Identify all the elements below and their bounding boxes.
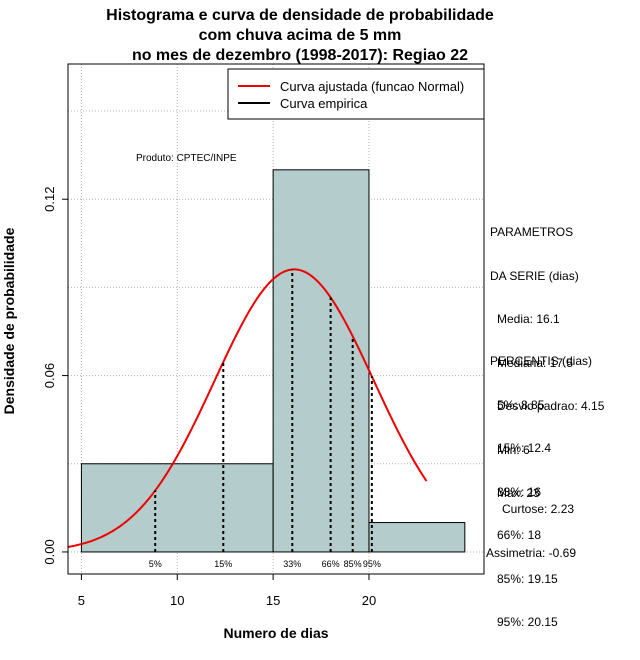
percentil-15: 15%: 12.4 [497,441,552,455]
percentil-5: 5%: 8.85 [497,397,545,412]
x-tick-label: 5 [78,593,85,608]
histogram-bar [272,169,370,553]
param-min: Min: 6 [497,442,530,457]
histogram-bar [80,463,274,553]
percentil-33: 33%: 16 [497,484,542,499]
y-axis-label: Densidade de probabilidade [1,227,17,414]
parametros-heading-1: PARAMETROS [490,225,574,239]
param-mediana: Mediana: 17.5 [497,355,574,370]
fitted-curve-layer [67,268,428,548]
y-tick-label: 0.06 [42,363,57,388]
title-line-1: Histograma e curva de densidade de proba… [106,7,494,24]
percentil-95: 95%: 20.15 [497,615,558,629]
percentile-label: 66% [322,559,340,569]
fitted-normal-curve [67,268,428,548]
legend-fitted-label: Curva ajustada (funcao Normal) [280,79,464,94]
chart-title: Histograma e curva de densidade de proba… [40,6,560,66]
title-line-3: no mes de dezembro (1998-2017): Regiao 2… [131,47,469,64]
param-desvio: Desvio padrao: 4.15 [497,399,605,413]
percentil-85: 85%: 19.15 [497,571,558,586]
plot-frame [67,63,485,575]
percentis-heading: PERCENTIS (dias) [490,354,593,368]
histogram-bars [80,169,466,553]
curtose-value: Curtose: 2.23 [502,502,575,516]
legend-box [227,68,485,120]
param-max: Max: 23 [497,486,540,500]
x-axis-label: Numero de dias [223,625,328,641]
percentile-label: 5% [149,559,162,569]
percentil-66: 66%: 18 [497,528,542,542]
histogram-bar [368,522,466,553]
y-tick-label: 0.00 [42,539,57,564]
percentis-panel: PERCENTIS (dias) 5%: 8.85 15%: 12.4 33%:… [490,325,592,644]
y-tick-label: 0.12 [42,187,57,212]
x-tick-label: 20 [362,593,376,608]
percentile-lines: 5% 15% 33% 66% 85% 95% [149,269,381,569]
percentile-label: 85% [344,559,362,569]
param-media: Media: 16.1 [497,312,560,326]
percentile-label: 33% [283,559,301,569]
parametros-panel: PARAMETROS DA SERIE (dias) Media: 16.1 M… [490,196,604,515]
x-tick-label: 10 [170,593,184,608]
parametros-heading-2: DA SERIE (dias) [490,268,579,283]
shape-panel: Curtose: 2.23 Assimetria: -0.69 [486,473,576,575]
legend: Curva ajustada (funcao Normal) Curva emp… [227,68,485,120]
title-line-2: com chuva acima de 5 mm [198,27,402,44]
percentile-label: 15% [214,559,232,569]
assimetria-value: Assimetria: -0.69 [486,545,577,560]
axes: 5 10 15 20 0.00 0.06 0.12 [42,63,485,608]
x-tick-label: 15 [266,593,280,608]
credit-label: Produto: CPTEC/INPE [136,153,237,164]
percentile-label: 95% [363,559,381,569]
legend-empirical-label: Curva empirica [280,96,368,111]
